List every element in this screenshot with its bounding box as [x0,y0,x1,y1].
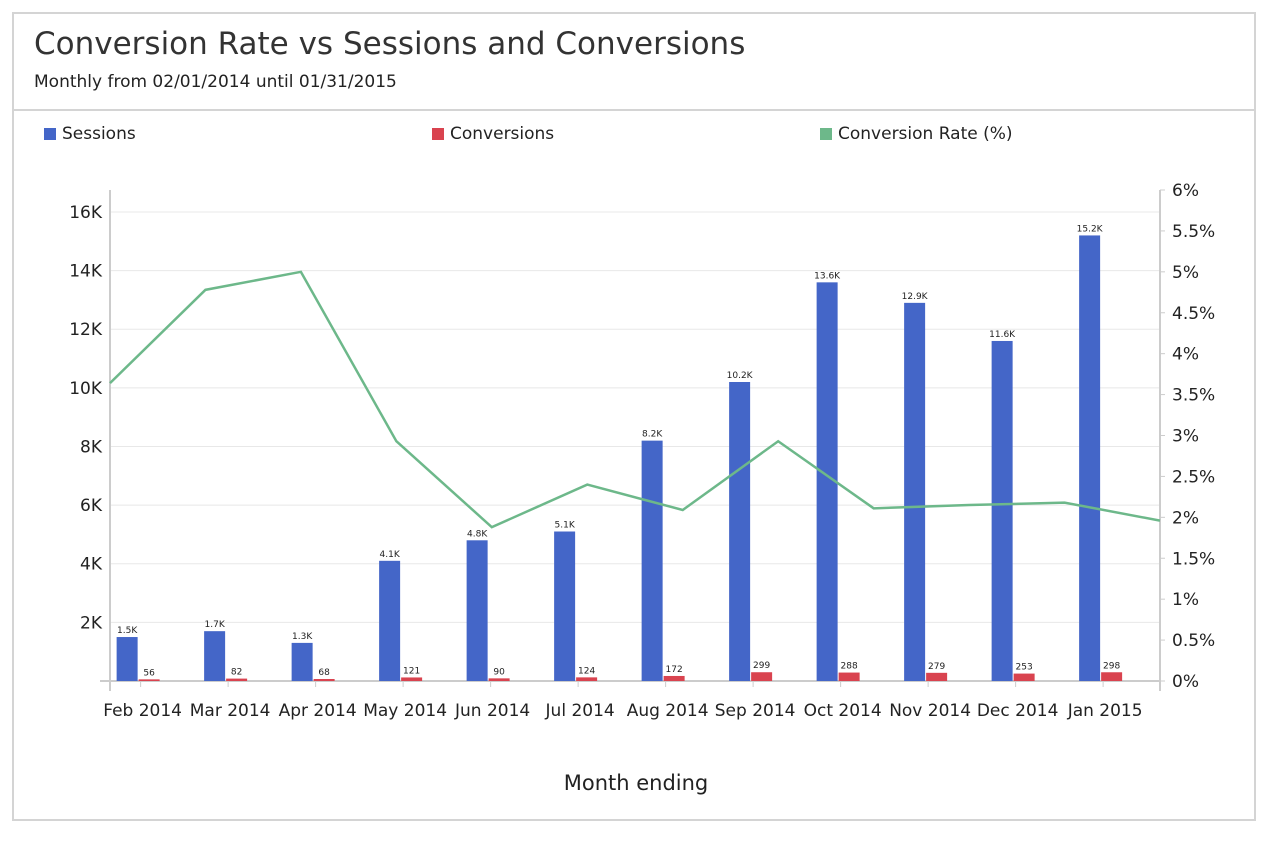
y-left-tick-label: 10K [69,379,103,399]
conversions-bar [1013,673,1035,681]
sessions-bar [1079,235,1101,681]
conversions-data-label: 56 [143,668,155,678]
sessions-data-label: 10.2K [727,371,754,381]
conversions-data-label: 121 [403,666,420,676]
x-tick-label: Jul 2014 [545,701,615,721]
y-right-tick-label: 4% [1172,345,1199,365]
sessions-data-label: 1.7K [205,620,226,630]
conversions-bar [488,678,510,681]
conversions-bar [751,672,773,681]
legend-label: Sessions [62,124,136,144]
conversions-bar [401,677,423,681]
sessions-bar [641,440,663,681]
conversions-bar [663,675,685,681]
sessions-bar [291,642,313,681]
sessions-bar [379,560,401,681]
y-left-tick-label: 4K [80,555,103,575]
conversions-data-label: 68 [318,668,330,678]
legend-item-sessions[interactable]: Sessions [44,124,136,144]
x-tick-label: Nov 2014 [889,701,971,721]
conversions-bar [838,672,860,681]
x-axis-title: Month ending [564,771,709,795]
y-right-tick-label: 1% [1172,590,1199,610]
y-right-tick-label: 4.5% [1172,304,1215,324]
y-right-tick-label: 5.5% [1172,222,1215,242]
y-right-tick-label: 2.5% [1172,467,1215,487]
conversions-bar [226,678,248,681]
y-left-tick-label: 16K [69,203,103,223]
y-right-tick-label: 1.5% [1172,549,1215,569]
x-tick-label: Sep 2014 [715,701,796,721]
sessions-bar [116,637,138,681]
y-left-tick-label: 8K [80,437,103,457]
legend-swatch [44,128,56,140]
y-right-tick-label: 5% [1172,263,1199,283]
sessions-data-label: 1.3K [292,632,313,642]
x-tick-label: May 2014 [363,701,447,721]
conversions-data-label: 288 [841,662,858,672]
sessions-data-label: 5.1K [555,521,576,531]
x-tick-label: Jan 2015 [1067,701,1143,721]
sessions-data-label: 11.6K [989,330,1016,340]
legend-swatch [432,128,444,140]
y-left-tick-label: 2K [80,613,103,633]
sessions-bar [991,340,1013,681]
chart-header: Conversion Rate vs Sessions and Conversi… [14,14,1254,111]
chart-subtitle: Monthly from 02/01/2014 until 01/31/2015 [34,72,397,92]
sessions-bar [729,382,751,681]
x-tick-label: Jun 2014 [454,701,530,721]
conversions-data-label: 172 [666,665,683,675]
y-right-tick-label: 3% [1172,427,1199,447]
x-tick-label: Apr 2014 [279,701,357,721]
sessions-data-label: 4.8K [467,529,488,539]
y-right-tick-label: 3.5% [1172,386,1215,406]
legend-swatch [820,128,832,140]
x-tick-label: Oct 2014 [804,701,882,721]
sessions-bar [466,540,488,681]
conversions-data-label: 279 [928,662,945,672]
sessions-data-label: 1.5K [117,626,138,636]
conversions-data-label: 253 [1016,663,1033,673]
conversions-data-label: 299 [753,661,770,671]
sessions-bar [904,302,926,681]
conversions-bar [138,679,160,681]
x-tick-label: Dec 2014 [977,701,1059,721]
conversions-bar [313,679,335,681]
legend-item-conversion-rate[interactable]: Conversion Rate (%) [820,124,1013,144]
sessions-bar [554,531,576,681]
conversions-bar [926,672,948,681]
chart-panel: Conversion Rate vs Sessions and Conversi… [12,12,1256,821]
sessions-data-label: 13.6K [814,271,841,281]
sessions-data-label: 4.1K [380,550,401,560]
legend-label: Conversion Rate (%) [838,124,1013,144]
chart-title: Conversion Rate vs Sessions and Conversi… [34,26,746,62]
y-left-tick-label: 12K [69,320,103,340]
conversions-data-label: 298 [1103,661,1120,671]
conversions-bar [576,677,598,681]
legend: Sessions Conversions Conversion Rate (%) [44,124,1244,148]
y-right-tick-label: 0% [1172,672,1199,692]
conversions-data-label: 124 [578,666,595,676]
conversion-rate-line [109,270,1161,529]
sessions-data-label: 15.2K [1077,224,1104,234]
legend-item-conversions[interactable]: Conversions [432,124,554,144]
y-right-tick-label: 2% [1172,508,1199,528]
conversions-bar [1101,672,1123,681]
sessions-bar [816,282,838,681]
legend-label: Conversions [450,124,555,144]
y-left-tick-label: 6K [80,496,103,516]
y-left-tick-label: 14K [69,262,103,282]
sessions-bar [204,631,226,681]
x-tick-label: Feb 2014 [103,701,182,721]
x-tick-label: Aug 2014 [627,701,709,721]
sessions-data-label: 8.2K [642,430,663,440]
y-right-tick-label: 0.5% [1172,631,1215,651]
conversions-data-label: 82 [231,668,242,678]
y-right-tick-label: 6% [1172,181,1199,201]
x-tick-label: Mar 2014 [190,701,271,721]
sessions-data-label: 12.9K [902,292,929,302]
conversions-data-label: 90 [493,667,505,677]
